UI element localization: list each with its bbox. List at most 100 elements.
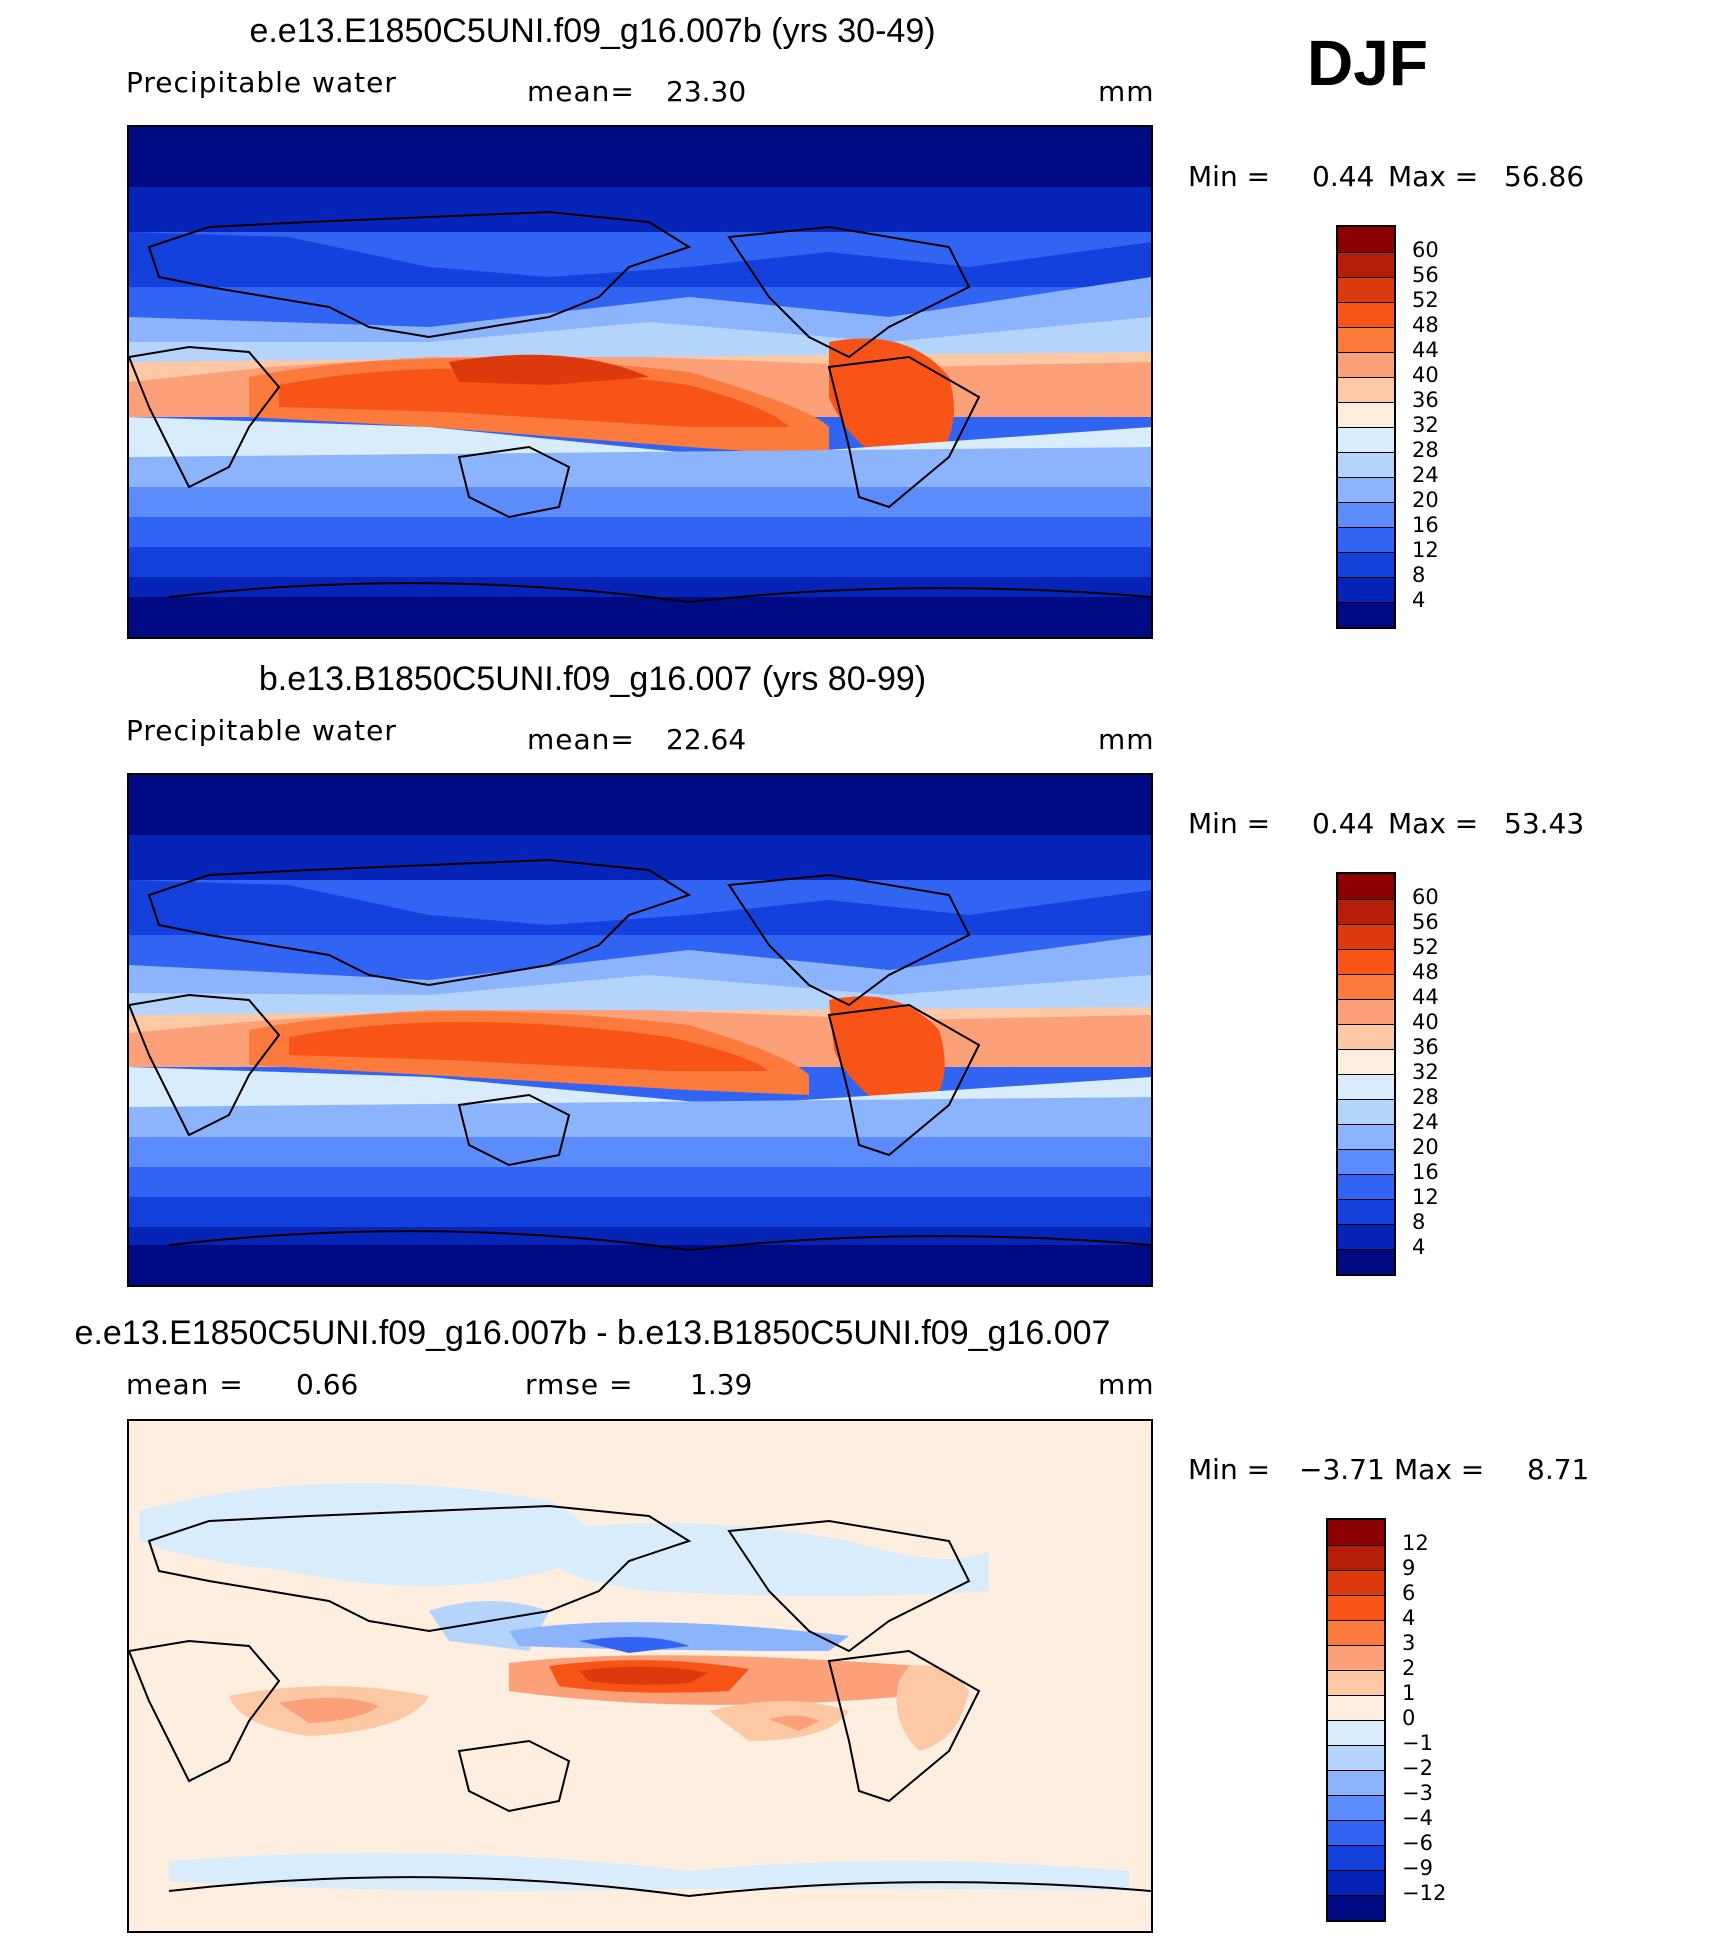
colorbar-swatch [1338,502,1394,527]
panel-2-mean-value: 22.64 [666,723,747,756]
panel-1-mean-value: 23.30 [666,75,747,108]
colorbar-tick-label: −1 [1402,1731,1433,1755]
colorbar-swatch [1338,252,1394,277]
colorbar-tick-label: 20 [1412,1135,1439,1159]
colorbar-swatch [1338,1224,1394,1249]
colorbar-swatch [1338,477,1394,502]
colorbar-tick-label: 48 [1412,960,1439,984]
colorbar-tick-label: 8 [1412,563,1426,587]
panel-1-colorbar [1336,225,1396,629]
colorbar-swatch [1338,1199,1394,1224]
colorbar-swatch [1328,1870,1384,1895]
colorbar-swatch [1338,452,1394,477]
colorbar-tick-label: 16 [1412,513,1439,537]
colorbar-swatch [1338,924,1394,949]
colorbar-tick-label: 6 [1402,1581,1416,1605]
colorbar-swatch [1338,352,1394,377]
panel-1-max-value: 56.86 [1504,160,1585,193]
colorbar-swatch [1338,1049,1394,1074]
colorbar-tick-label: 16 [1412,1160,1439,1184]
panel-1-min-label: Min = [1188,160,1271,193]
panel-3-max-label: Max = [1394,1453,1485,1486]
colorbar-tick-label: 24 [1412,463,1439,487]
panel-1-mean-label: mean= [527,75,635,108]
colorbar-tick-label: 20 [1412,488,1439,512]
panel-2-mean-label: mean= [527,723,635,756]
colorbar-swatch [1328,1595,1384,1620]
colorbar-tick-label: 24 [1412,1110,1439,1134]
panel-2-title: b.e13.B1850C5UNI.f09_g16.007 (yrs 80-99) [258,660,927,698]
panel-2-units: mm [1098,723,1155,756]
colorbar-tick-label: 0 [1402,1706,1416,1730]
panel-1-min-value: 0.44 [1312,160,1375,193]
panel-1-map-field [129,127,1151,637]
colorbar-tick-label: 28 [1412,438,1439,462]
colorbar-swatch [1328,1620,1384,1645]
colorbar-swatch [1338,427,1394,452]
colorbar-swatch [1328,1795,1384,1820]
panel-3-max-value: 8.71 [1527,1453,1590,1486]
colorbar-tick-label: 28 [1412,1085,1439,1109]
panel-3-title: e.e13.E1850C5UNI.f09_g16.007b - b.e13.B1… [74,1314,1111,1352]
colorbar-swatch [1338,552,1394,577]
colorbar-swatch [1338,1024,1394,1049]
colorbar-tick-label: 60 [1412,238,1439,262]
panel-2-colorbar [1336,872,1396,1276]
colorbar-swatch [1338,949,1394,974]
colorbar-swatch [1338,1249,1394,1274]
colorbar-tick-label: 12 [1412,538,1439,562]
colorbar-swatch [1328,1820,1384,1845]
colorbar-swatch [1338,999,1394,1024]
colorbar-swatch [1328,1545,1384,1570]
colorbar-tick-label: 4 [1412,1235,1426,1259]
panel-1-title: e.e13.E1850C5UNI.f09_g16.007b (yrs 30-49… [249,12,936,50]
colorbar-swatch [1338,302,1394,327]
panel-2-map-field [129,775,1151,1285]
panel-3-min-value: −3.71 [1299,1453,1385,1486]
colorbar-tick-label: 12 [1402,1531,1429,1555]
panel-3-min-label: Min = [1188,1453,1271,1486]
panel-2-min-value: 0.44 [1312,807,1375,840]
colorbar-tick-label: 56 [1412,263,1439,287]
panel-2-max-label: Max = [1388,807,1479,840]
colorbar-tick-label: 56 [1412,910,1439,934]
colorbar-swatch [1338,277,1394,302]
panel-2-variable-label: Precipitable water [126,714,397,747]
panel-1-map [127,125,1153,639]
colorbar-swatch [1338,899,1394,924]
colorbar-swatch [1328,1695,1384,1720]
colorbar-tick-label: 40 [1412,1010,1439,1034]
colorbar-swatch [1338,1124,1394,1149]
panel-1-max-label: Max = [1388,160,1479,193]
panel-2-min-label: Min = [1188,807,1271,840]
colorbar-swatch [1338,402,1394,427]
colorbar-tick-label: 52 [1412,935,1439,959]
panel-2-max-value: 53.43 [1504,807,1585,840]
panel-3-mean-label: mean = [126,1368,244,1401]
colorbar-tick-label: 1 [1402,1681,1416,1705]
panel-3-map [127,1419,1153,1933]
colorbar-tick-label: 36 [1412,1035,1439,1059]
colorbar-swatch [1328,1520,1384,1545]
colorbar-tick-label: 4 [1402,1606,1416,1630]
colorbar-tick-label: 8 [1412,1210,1426,1234]
colorbar-swatch [1338,577,1394,602]
colorbar-tick-label: −6 [1402,1831,1433,1855]
colorbar-tick-label: 12 [1412,1185,1439,1209]
colorbar-tick-label: −3 [1402,1781,1433,1805]
panel-1-units: mm [1098,75,1155,108]
colorbar-swatch [1338,1174,1394,1199]
colorbar-tick-label: 44 [1412,985,1439,1009]
panel-3-map-field [129,1421,1151,1931]
panel-3-rmse-label: rmse = [525,1368,634,1401]
colorbar-swatch [1338,974,1394,999]
colorbar-tick-label: 2 [1402,1656,1416,1680]
colorbar-swatch [1338,1099,1394,1124]
colorbar-tick-label: −4 [1402,1806,1433,1830]
colorbar-tick-label: 52 [1412,288,1439,312]
colorbar-swatch [1328,1895,1384,1920]
colorbar-swatch [1328,1570,1384,1595]
panel-3-rmse-value: 1.39 [690,1368,753,1401]
colorbar-swatch [1338,874,1394,899]
colorbar-tick-label: 9 [1402,1556,1416,1580]
